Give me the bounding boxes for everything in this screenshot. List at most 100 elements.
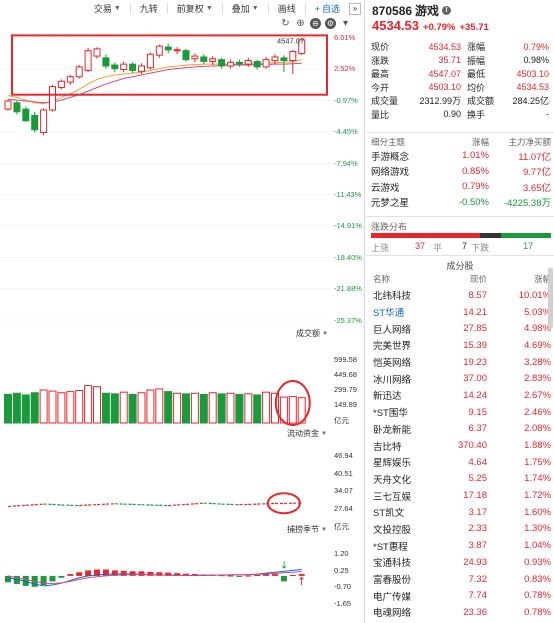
quote-label: 振幅 bbox=[467, 55, 486, 66]
constituent-row[interactable]: 三七互娱 17.18 1.72% bbox=[373, 487, 551, 504]
candle-body bbox=[182, 50, 190, 61]
season-bar bbox=[263, 574, 270, 576]
season-bar bbox=[147, 571, 154, 576]
constituent-row[interactable]: 电广传媒 7.74 0.78% bbox=[373, 587, 551, 604]
volume-label-text: 成交额 bbox=[296, 329, 320, 338]
constituent-pct: 0.93% bbox=[524, 556, 551, 568]
constituent-price: 370.40 bbox=[457, 440, 487, 452]
settings-icon[interactable]: ⚙ bbox=[325, 18, 336, 29]
sector-row[interactable]: 手游概念 1.01% 11.07亿 bbox=[371, 148, 551, 164]
constituent-pct: 4.98% bbox=[524, 323, 551, 335]
quote-value: 0.79% bbox=[523, 41, 549, 52]
flow-panel-label[interactable]: 流动资金 ▼ bbox=[287, 428, 327, 439]
constituent-row[interactable]: ST华通 14.21 5.03% bbox=[373, 304, 551, 321]
distribution-title: 涨跌分布 bbox=[371, 222, 408, 232]
col-pct[interactable]: 涨幅 bbox=[533, 274, 551, 284]
refresh-icon[interactable]: ↻ bbox=[281, 18, 290, 29]
volume-chart[interactable] bbox=[0, 345, 330, 427]
constituent-row[interactable]: *ST围华 9.15 2.46% bbox=[373, 404, 551, 421]
constituent-name: 文投控股 bbox=[373, 524, 412, 536]
constituent-name: 星辉娱乐 bbox=[373, 458, 412, 470]
volume-bar bbox=[128, 393, 137, 424]
toolbar-1-button[interactable]: 九转 bbox=[137, 1, 161, 16]
constituent-row[interactable]: 富春股份 7.32 0.83% bbox=[373, 571, 551, 588]
volume-bar bbox=[226, 392, 235, 424]
constituent-name: 巨人网络 bbox=[373, 324, 412, 336]
constituent-row[interactable]: 巨人网络 27.85 4.98% bbox=[373, 320, 551, 337]
flow-line-segment bbox=[177, 503, 187, 506]
sector-col-header[interactable]: 主力净买额 bbox=[508, 136, 551, 147]
constituent-row[interactable]: 新迅达 14.24 2.67% bbox=[373, 387, 551, 404]
menu-icon[interactable]: ▾ bbox=[342, 18, 349, 29]
info-icon[interactable]: ! bbox=[442, 6, 452, 15]
season-bar bbox=[183, 573, 189, 576]
volume-panel-label[interactable]: 成交额 ▼ bbox=[296, 328, 328, 339]
scrollbar[interactable] bbox=[548, 268, 553, 328]
toolbar-0-button[interactable]: 交易 ▼ bbox=[91, 1, 124, 16]
sector-row[interactable]: 元梦之星 -0.50% -4225.38万 bbox=[371, 195, 551, 211]
price-chart[interactable]: 4547.07 bbox=[0, 30, 330, 325]
constituent-row[interactable]: ST凯文 3.17 1.60% bbox=[373, 504, 551, 521]
constituent-row[interactable]: 完美世界 15.39 4.69% bbox=[373, 337, 551, 354]
sector-row[interactable]: 网络游戏 0.85% 9.77亿 bbox=[371, 164, 551, 180]
constituent-row[interactable]: *ST惠程 3.87 1.04% bbox=[373, 537, 551, 554]
season-bar bbox=[76, 572, 83, 576]
constituent-name: *ST围华 bbox=[373, 408, 408, 420]
sector-col-header[interactable]: 细分主题 bbox=[371, 136, 406, 147]
volume-bar bbox=[173, 392, 182, 424]
axis-tick-label: -0.97% bbox=[334, 95, 358, 105]
constituent-row[interactable]: 冰川网络 37.00 2.83% bbox=[373, 370, 551, 387]
season-bar bbox=[280, 575, 287, 582]
toolbar-3-button[interactable]: 叠加 ▼ bbox=[229, 1, 262, 16]
axis-tick-label: 亿元 bbox=[334, 522, 349, 531]
constituent-row[interactable]: 文投控股 2.33 1.30% bbox=[373, 521, 551, 538]
volume-bar bbox=[66, 391, 75, 424]
zoom-out-icon[interactable]: ⊖ bbox=[310, 18, 321, 29]
quote-row: 最高 4547.07 最低 4503.10 bbox=[371, 67, 551, 81]
distribution-flat-segment bbox=[480, 233, 501, 238]
quote-value: 0.90 bbox=[443, 109, 461, 120]
season-label-text: 捕捞季节 bbox=[287, 525, 319, 534]
constituent-row[interactable]: 电魂网络 23.36 0.78% bbox=[373, 604, 551, 621]
volume-bar bbox=[182, 393, 190, 424]
zoom-in-icon[interactable]: ⊕ bbox=[296, 18, 305, 29]
quote-label: 今开 bbox=[371, 82, 390, 93]
chart-area[interactable]: 交易 ▼ 九转 前复权 ▼ 叠加 ▼ 画线 + 自选» ↻ ⊕ ⊖ ⚙ ▾ 4547.07 6.01% 2.… bbox=[0, 0, 365, 623]
constituent-row[interactable]: 吉比特 370.40 1.88% bbox=[373, 437, 551, 454]
toolbar-4-button[interactable]: 画线 bbox=[275, 1, 299, 16]
quote-value: - bbox=[546, 109, 549, 120]
volume-bar bbox=[12, 392, 21, 424]
constituent-row[interactable]: 星辉娱乐 4.64 1.75% bbox=[373, 454, 551, 471]
down-count: 17 bbox=[523, 241, 534, 251]
col-price[interactable]: 现价 bbox=[469, 274, 487, 284]
constituent-name: 宝通科技 bbox=[373, 558, 412, 570]
flow-chart[interactable] bbox=[0, 445, 330, 520]
constituent-row[interactable]: 宝通科技 24.93 0.93% bbox=[373, 554, 551, 571]
season-chart[interactable]: ↓↑ bbox=[0, 540, 330, 620]
divider bbox=[366, 255, 554, 256]
toolbar-button-label: 画线 bbox=[277, 4, 296, 14]
candle-body bbox=[57, 80, 65, 89]
constituent-row[interactable]: 恺英网络 19.23 3.28% bbox=[373, 354, 551, 371]
toolbar-2-button[interactable]: 前复权 ▼ bbox=[174, 1, 216, 16]
quote-panel: 870586 游戏 ! 4534.53 +0.79% +35.71 现价 4534… bbox=[366, 0, 554, 623]
axis-tick-label: 449.68 bbox=[334, 370, 357, 379]
distribution-labels: 上涨 37 平 7 下跌 17 bbox=[371, 241, 551, 254]
constituent-row[interactable]: 北纬科技 8.57 10.01% bbox=[373, 287, 551, 304]
col-name[interactable]: 名称 bbox=[373, 274, 391, 284]
axis-tick-label: -14.91% bbox=[334, 221, 362, 231]
axis-tick-label: 1.20 bbox=[334, 549, 349, 558]
quote-value: 284.25亿 bbox=[512, 96, 549, 107]
more-button[interactable]: » bbox=[349, 2, 361, 15]
season-panel-label[interactable]: 捕捞季节 ▼ bbox=[287, 524, 327, 535]
candle-body bbox=[227, 61, 234, 67]
season-bar bbox=[40, 575, 47, 586]
constituent-row[interactable]: 卧龙新能 6.37 2.08% bbox=[373, 421, 551, 438]
sector-row[interactable]: 云游戏 0.79% 3.65亿 bbox=[371, 179, 551, 195]
constituent-price: 8.57 bbox=[468, 289, 488, 301]
constituent-row[interactable]: 天舟文化 5.25 1.74% bbox=[373, 471, 551, 488]
add-favorite-button[interactable]: + 自选 bbox=[312, 1, 343, 16]
constituent-price: 27.85 bbox=[463, 323, 487, 335]
high-price-label: 4547.07 bbox=[277, 37, 304, 46]
sector-col-header[interactable]: 涨幅 bbox=[471, 136, 489, 147]
